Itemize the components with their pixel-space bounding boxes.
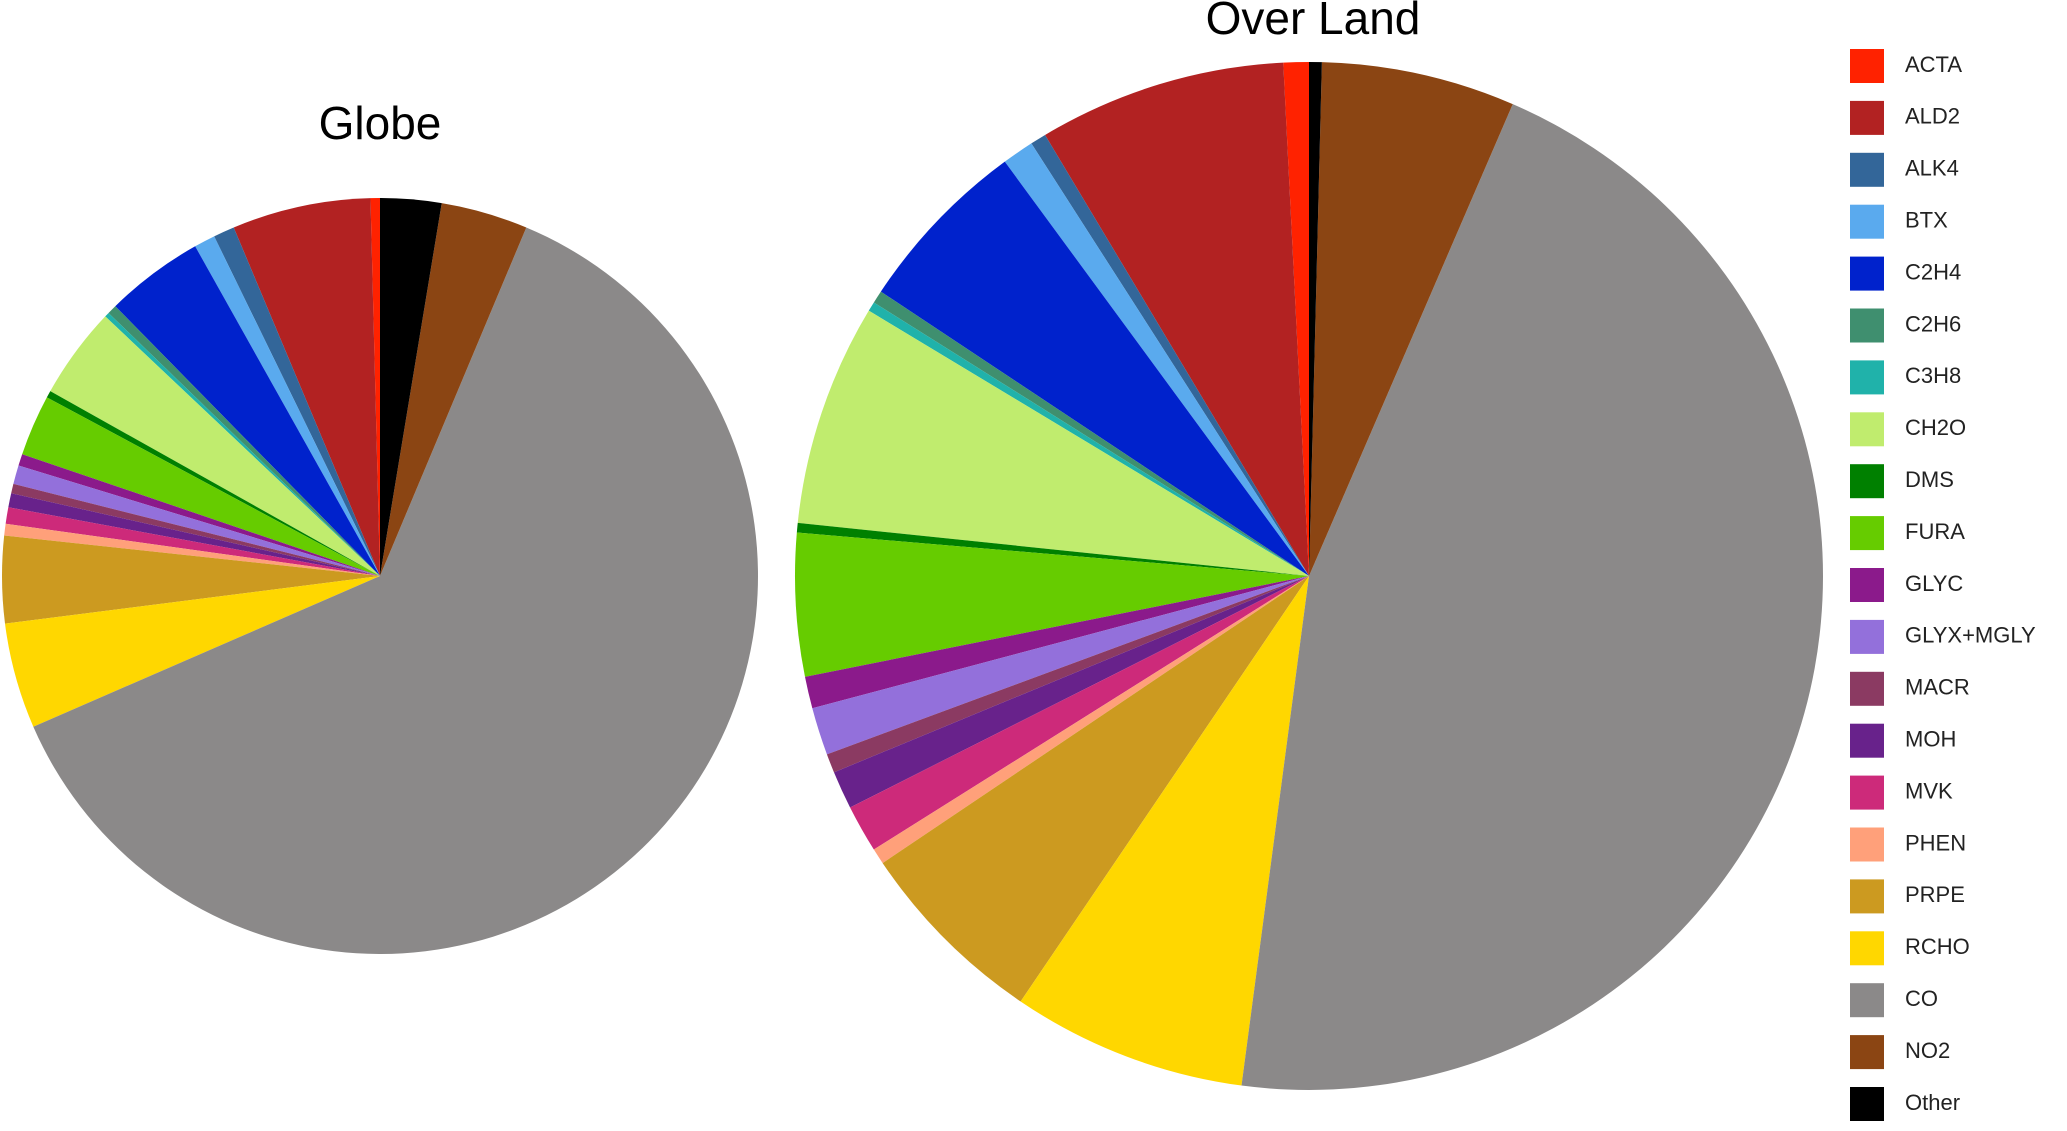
pie-slice [1309, 62, 1513, 576]
legend-label: MVK [1905, 778, 1953, 803]
legend-label: GLYX+MGLY [1905, 623, 2036, 648]
legend-swatch [1850, 464, 1884, 499]
legend-label: CO [1905, 986, 1938, 1011]
legend-label: C2H4 [1905, 259, 1961, 284]
pie-slice [46, 391, 381, 576]
legend-swatch [1850, 256, 1884, 291]
legend-swatch [1850, 931, 1884, 966]
legend-swatch [1850, 775, 1884, 810]
pie-slice [826, 576, 1309, 773]
legend-swatch [1850, 568, 1884, 602]
pie-slice [804, 576, 1309, 709]
pie-slice [8, 493, 381, 576]
pie-slice [1309, 62, 1322, 576]
pie-slice [214, 227, 380, 576]
pie-slice [796, 522, 1309, 576]
legend-swatch [1850, 152, 1884, 187]
pie-slice [873, 576, 1309, 864]
pie-slice [5, 576, 380, 727]
pie-slice [5, 507, 381, 576]
pie-slice [850, 576, 1309, 850]
pie-slice [195, 236, 380, 577]
pie-slice [4, 523, 380, 576]
pie-slice [833, 576, 1309, 808]
legend-label: BTX [1905, 208, 1948, 233]
legend-label: PRPE [1905, 882, 1965, 907]
pie-slice [1, 535, 381, 624]
pie-slice [22, 397, 380, 576]
pie-slice [13, 465, 381, 576]
pie-slice [380, 203, 527, 576]
pie-slice [1283, 62, 1309, 576]
legend-label: C2H6 [1905, 311, 1961, 336]
pie-slice [105, 312, 380, 576]
legend-label: GLYC [1905, 571, 1963, 596]
pie-slice [1020, 576, 1309, 1086]
pie-slice [882, 576, 1309, 1002]
legend-label: NO2 [1905, 1038, 1950, 1063]
pie-slice [11, 483, 381, 576]
legend-label: ALK4 [1905, 156, 1959, 181]
legend-swatch [1850, 204, 1884, 239]
legend-swatch [1850, 671, 1884, 706]
pie-slice [1045, 62, 1309, 577]
legend-label: RCHO [1905, 934, 1970, 959]
legend-label: FURA [1905, 519, 1965, 544]
pie-slice [812, 576, 1309, 755]
legend-label: DMS [1905, 467, 1954, 492]
pie-slice [1241, 104, 1824, 1091]
legend-label: C3H8 [1905, 363, 1961, 388]
legend-label: CH2O [1905, 415, 1966, 440]
legend-swatch [1850, 360, 1884, 395]
pie-slice [1031, 134, 1309, 577]
pie-slice [18, 454, 381, 576]
legend-label: MACR [1905, 675, 1970, 700]
legend-swatch [1850, 879, 1884, 914]
pie-slice [115, 246, 381, 576]
legend-label: ALD2 [1905, 104, 1960, 129]
legend-swatch [1850, 1087, 1884, 1121]
pie-slice [108, 306, 380, 576]
legend-label: MOH [1905, 727, 1956, 752]
pie-slice [1004, 143, 1309, 576]
pie-slice [370, 198, 380, 576]
pie-slice [380, 198, 442, 576]
pie-slice [880, 161, 1309, 576]
pie-slice [873, 291, 1309, 576]
legend-swatch [1850, 619, 1884, 654]
legend-swatch [1850, 308, 1884, 343]
pie-slice [50, 316, 380, 576]
legend-swatch [1850, 49, 1884, 83]
legend-swatch [1850, 1035, 1884, 1070]
legend-swatch [1850, 100, 1884, 135]
chart-title: Globe [319, 97, 442, 149]
pie-slice [868, 302, 1309, 576]
legend-swatch [1850, 723, 1884, 758]
legend-swatch [1850, 827, 1884, 862]
legend-swatch [1850, 516, 1884, 551]
chart-title: Over Land [1206, 0, 1421, 44]
pie-slice [33, 227, 759, 954]
legend-label: ACTA [1905, 52, 1962, 77]
legend-swatch [1850, 412, 1884, 447]
pie-slice [797, 310, 1309, 576]
legend-label: Other [1905, 1090, 1960, 1115]
pie-slice [795, 532, 1309, 677]
pie-slice [233, 198, 380, 576]
legend-label: PHEN [1905, 830, 1966, 855]
legend-swatch [1850, 983, 1884, 1018]
